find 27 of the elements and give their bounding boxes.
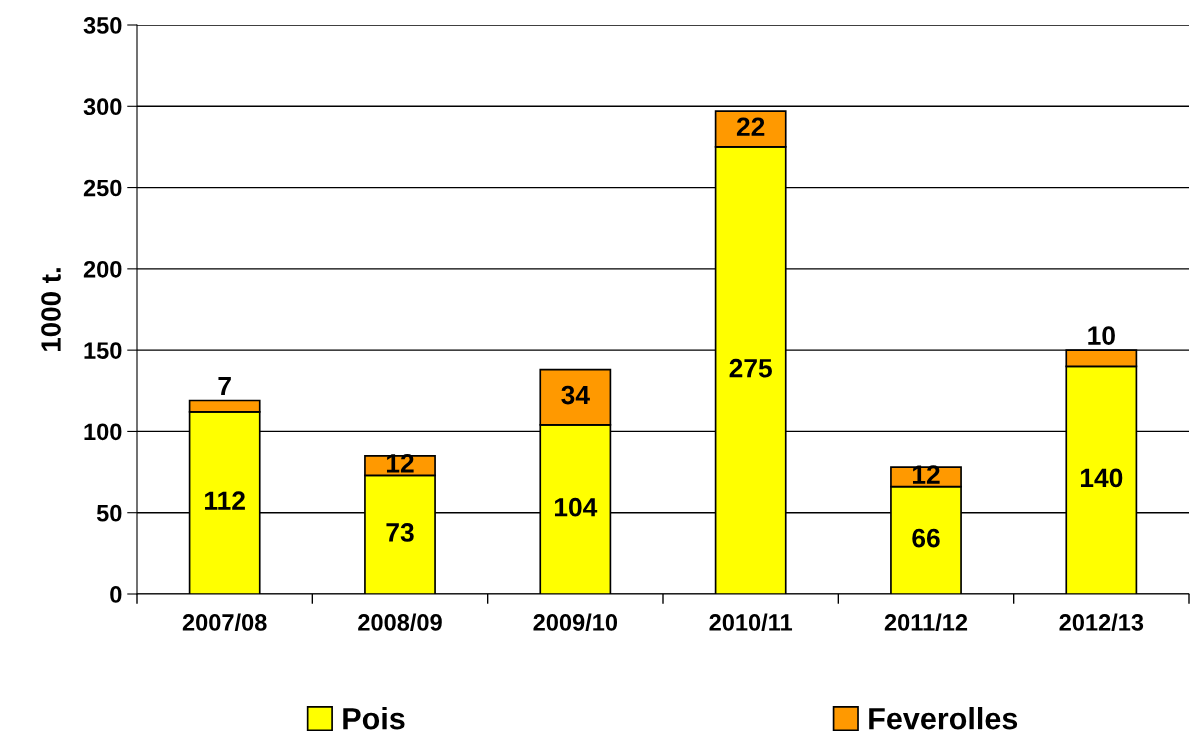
data-label: 140 — [1080, 468, 1123, 488]
y-tick-label: 100 — [84, 423, 122, 441]
x-tick-label: 2007/08 — [182, 613, 267, 632]
data-label: 112 — [205, 491, 245, 510]
data-label: 10 — [1088, 326, 1115, 345]
y-tick-label: 0 — [110, 586, 122, 603]
data-label: 7 — [218, 376, 231, 396]
x-tick-label: 2011/12 — [884, 613, 968, 632]
y-tick-label: 150 — [84, 342, 122, 359]
x-tick-label: 2012/13 — [1059, 613, 1144, 632]
legend-label: Pois — [343, 707, 405, 730]
y-tick-label: 350 — [83, 17, 122, 34]
data-label: 104 — [554, 497, 598, 517]
y-tick-label: 300 — [83, 98, 122, 116]
data-label: 34 — [561, 385, 590, 405]
x-tick-label: 2009/10 — [533, 613, 618, 632]
data-label: 73 — [386, 523, 414, 542]
x-tick-label: 2008/09 — [358, 613, 442, 632]
data-label: 22 — [736, 117, 765, 136]
y-tick-label: 50 — [96, 504, 122, 522]
y-axis-title: 1000 t. — [41, 268, 61, 351]
y-tick-label: 250 — [83, 179, 122, 197]
x-tick-label: 2010/11 — [709, 613, 793, 632]
data-label: 275 — [729, 358, 772, 378]
data-label: 66 — [912, 528, 940, 548]
legend-label: Feverolles — [869, 707, 1018, 730]
y-tick-label: 200 — [83, 260, 122, 278]
